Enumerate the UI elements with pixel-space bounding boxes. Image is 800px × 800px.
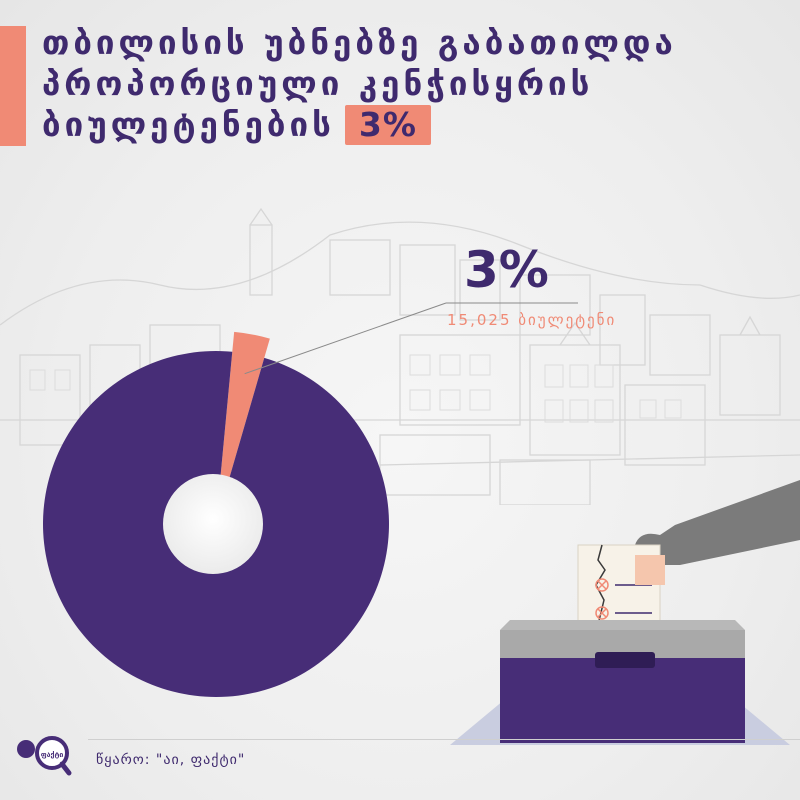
hand-icon bbox=[633, 480, 800, 565]
ballot-box-icon bbox=[450, 620, 790, 745]
footer-divider bbox=[88, 739, 800, 740]
logo-text: ფაქტი bbox=[41, 751, 64, 759]
source-note: წყარო: "აი, ფაქტი" bbox=[96, 752, 246, 768]
page-title: თბილისის უბნებზე გაბათილდა პროპორციული კ… bbox=[42, 22, 742, 145]
donut-center-hole bbox=[163, 474, 263, 574]
title-line-1: თბილისის უბნებზე გაბათილდა bbox=[42, 23, 677, 62]
title-line-3-text: ბიულეტენების bbox=[42, 105, 335, 144]
annotation-leader-line bbox=[244, 302, 447, 375]
ballot-paper-icon bbox=[577, 544, 665, 626]
magnifier-logo-icon: ფაქტი bbox=[17, 736, 72, 776]
annotation-detail-label: 15,025 ბიულეტენი bbox=[447, 311, 617, 329]
title-line-2: პროპორციული კენჭისყრის bbox=[42, 64, 594, 103]
annotation-value-label: 3% bbox=[464, 241, 549, 299]
pie-slice-highlight bbox=[216, 331, 270, 524]
ballot-box-illustration bbox=[450, 480, 800, 745]
title-percent-badge: 3% bbox=[344, 105, 431, 145]
title-line-3: ბიულეტენების 3% bbox=[42, 104, 742, 145]
title-accent-bar bbox=[0, 26, 26, 146]
